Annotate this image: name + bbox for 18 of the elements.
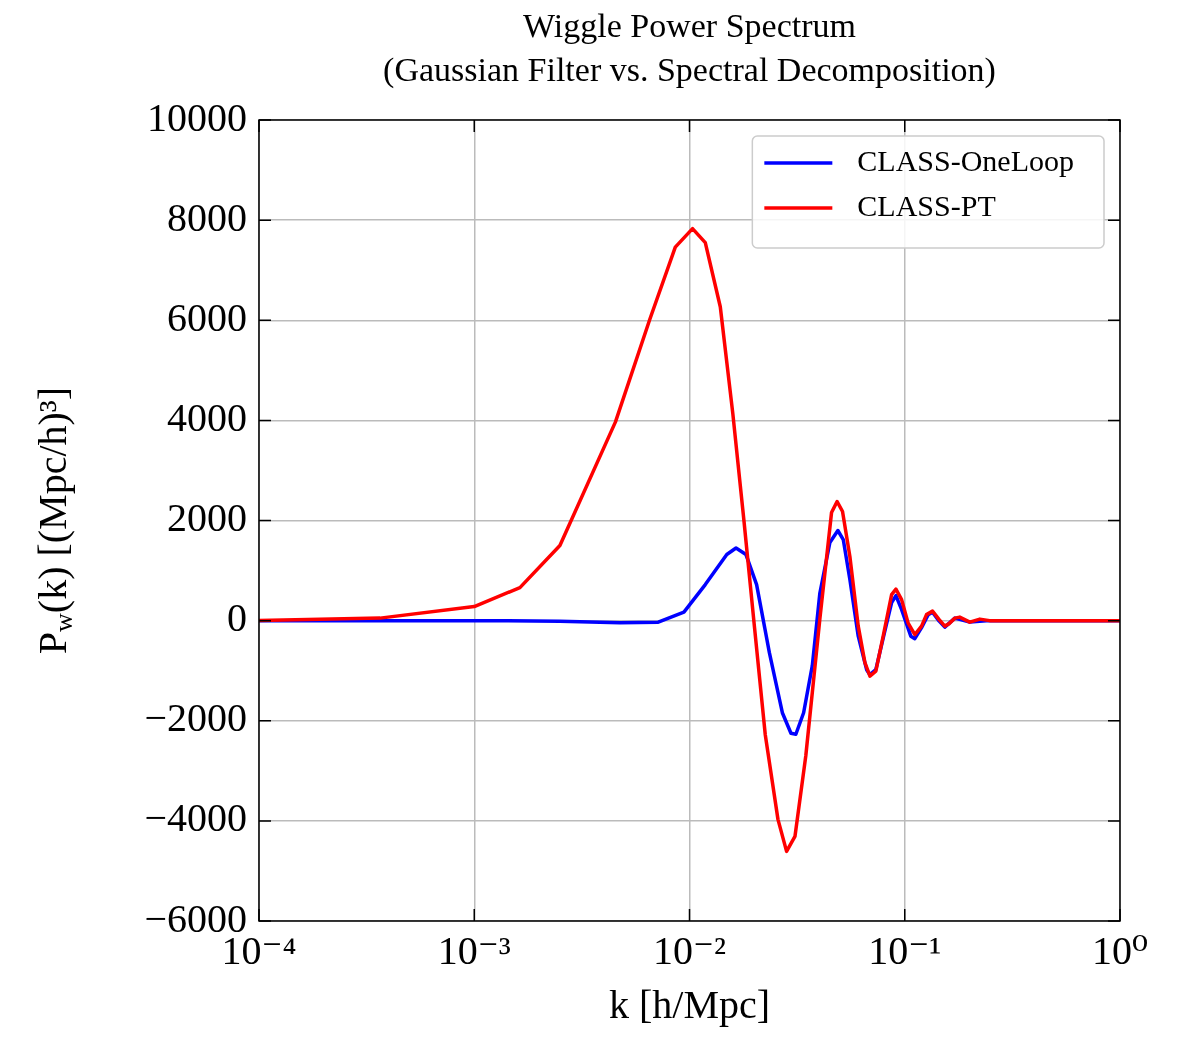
y-axis-title: Pw(k) [(Mpc/h)³] xyxy=(29,386,78,655)
y-tick-label: 8000 xyxy=(167,194,247,240)
x-tick-label: 10⁰ xyxy=(1091,927,1149,973)
y-tick-label: −2000 xyxy=(144,695,247,741)
y-tick-label: 6000 xyxy=(167,294,247,340)
y-tick-label: 4000 xyxy=(167,394,247,440)
y-tick-label: 0 xyxy=(227,595,247,641)
chart-title: Wiggle Power Spectrum xyxy=(523,6,856,44)
legend-label: CLASS-OneLoop xyxy=(857,143,1075,177)
y-tick-label: −4000 xyxy=(144,795,247,841)
x-axis-title: k [h/Mpc] xyxy=(608,981,771,1027)
legend-label: CLASS-PT xyxy=(857,188,996,222)
x-tick-label: 10⁻³ xyxy=(437,927,511,973)
y-tick-label: 10000 xyxy=(147,94,247,140)
chart-subtitle: (Gaussian Filter vs. Spectral Decomposition) xyxy=(383,50,996,89)
x-tick-label: 10⁻² xyxy=(652,927,727,973)
y-tick-label: 2000 xyxy=(167,495,247,540)
x-tick-label: 10⁻¹ xyxy=(868,927,942,973)
